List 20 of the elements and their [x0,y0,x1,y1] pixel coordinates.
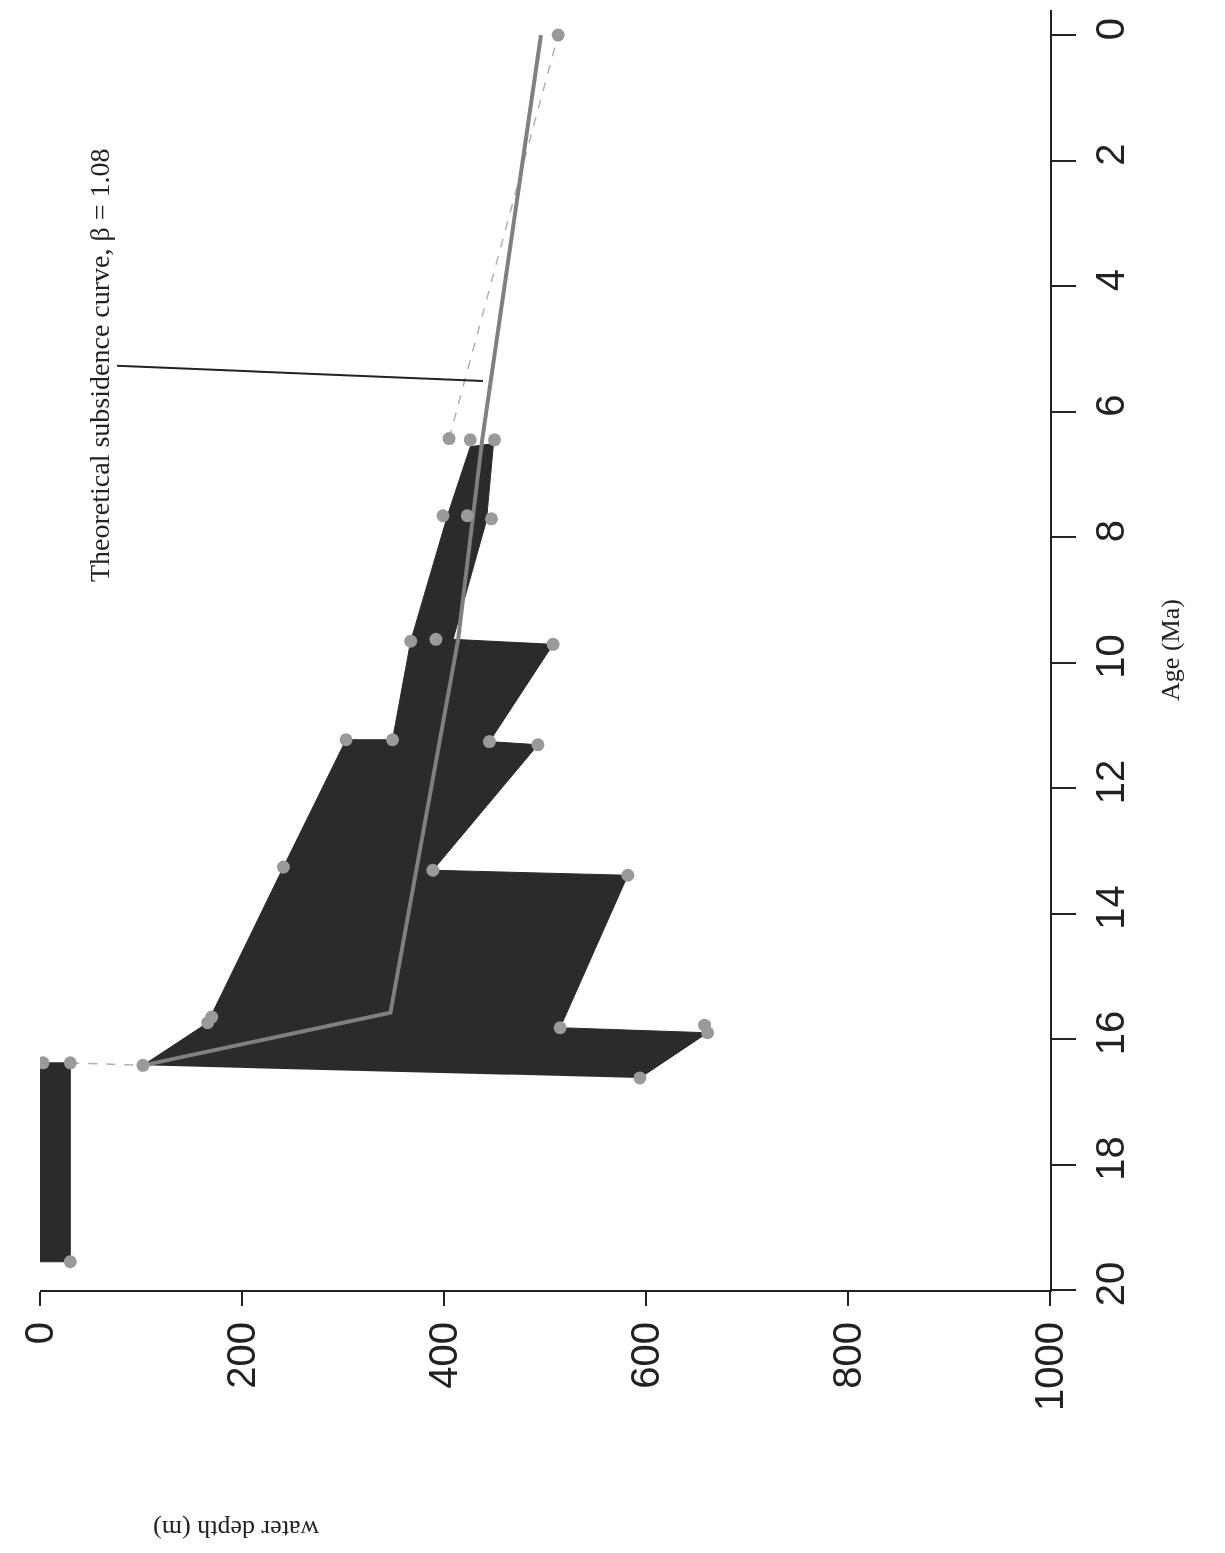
y-tick-label: 14 [1088,885,1132,930]
x-tick-label: 0 [17,1322,61,1345]
y-tick-label: 2 [1088,143,1132,166]
y-tick-label: 18 [1088,1136,1132,1181]
x-tick-label: 600 [623,1322,667,1389]
x-tick-label: 400 [421,1322,465,1389]
y-tick-label: 12 [1088,759,1132,805]
x-tick-label: 800 [825,1322,869,1389]
y-tick-label: 10 [1088,634,1132,679]
x-tick-label: 200 [219,1322,263,1389]
y-tick-label: 8 [1088,519,1132,543]
y-tick-label: 0 [1088,17,1132,41]
x-tick-label: 1000 [1027,1322,1071,1411]
annotation: Theoretical subsidence curve, β = 1.08 [84,148,115,582]
y-tick-label: 16 [1088,1010,1132,1056]
y-tick-label: 20 [1088,1261,1132,1307]
y-tick-label: 6 [1088,394,1132,417]
y-tick-label: 4 [1088,268,1132,292]
y-axis-title: Age (Ma) [1156,599,1186,701]
x-axis-title: water depth (m) [153,1515,320,1545]
